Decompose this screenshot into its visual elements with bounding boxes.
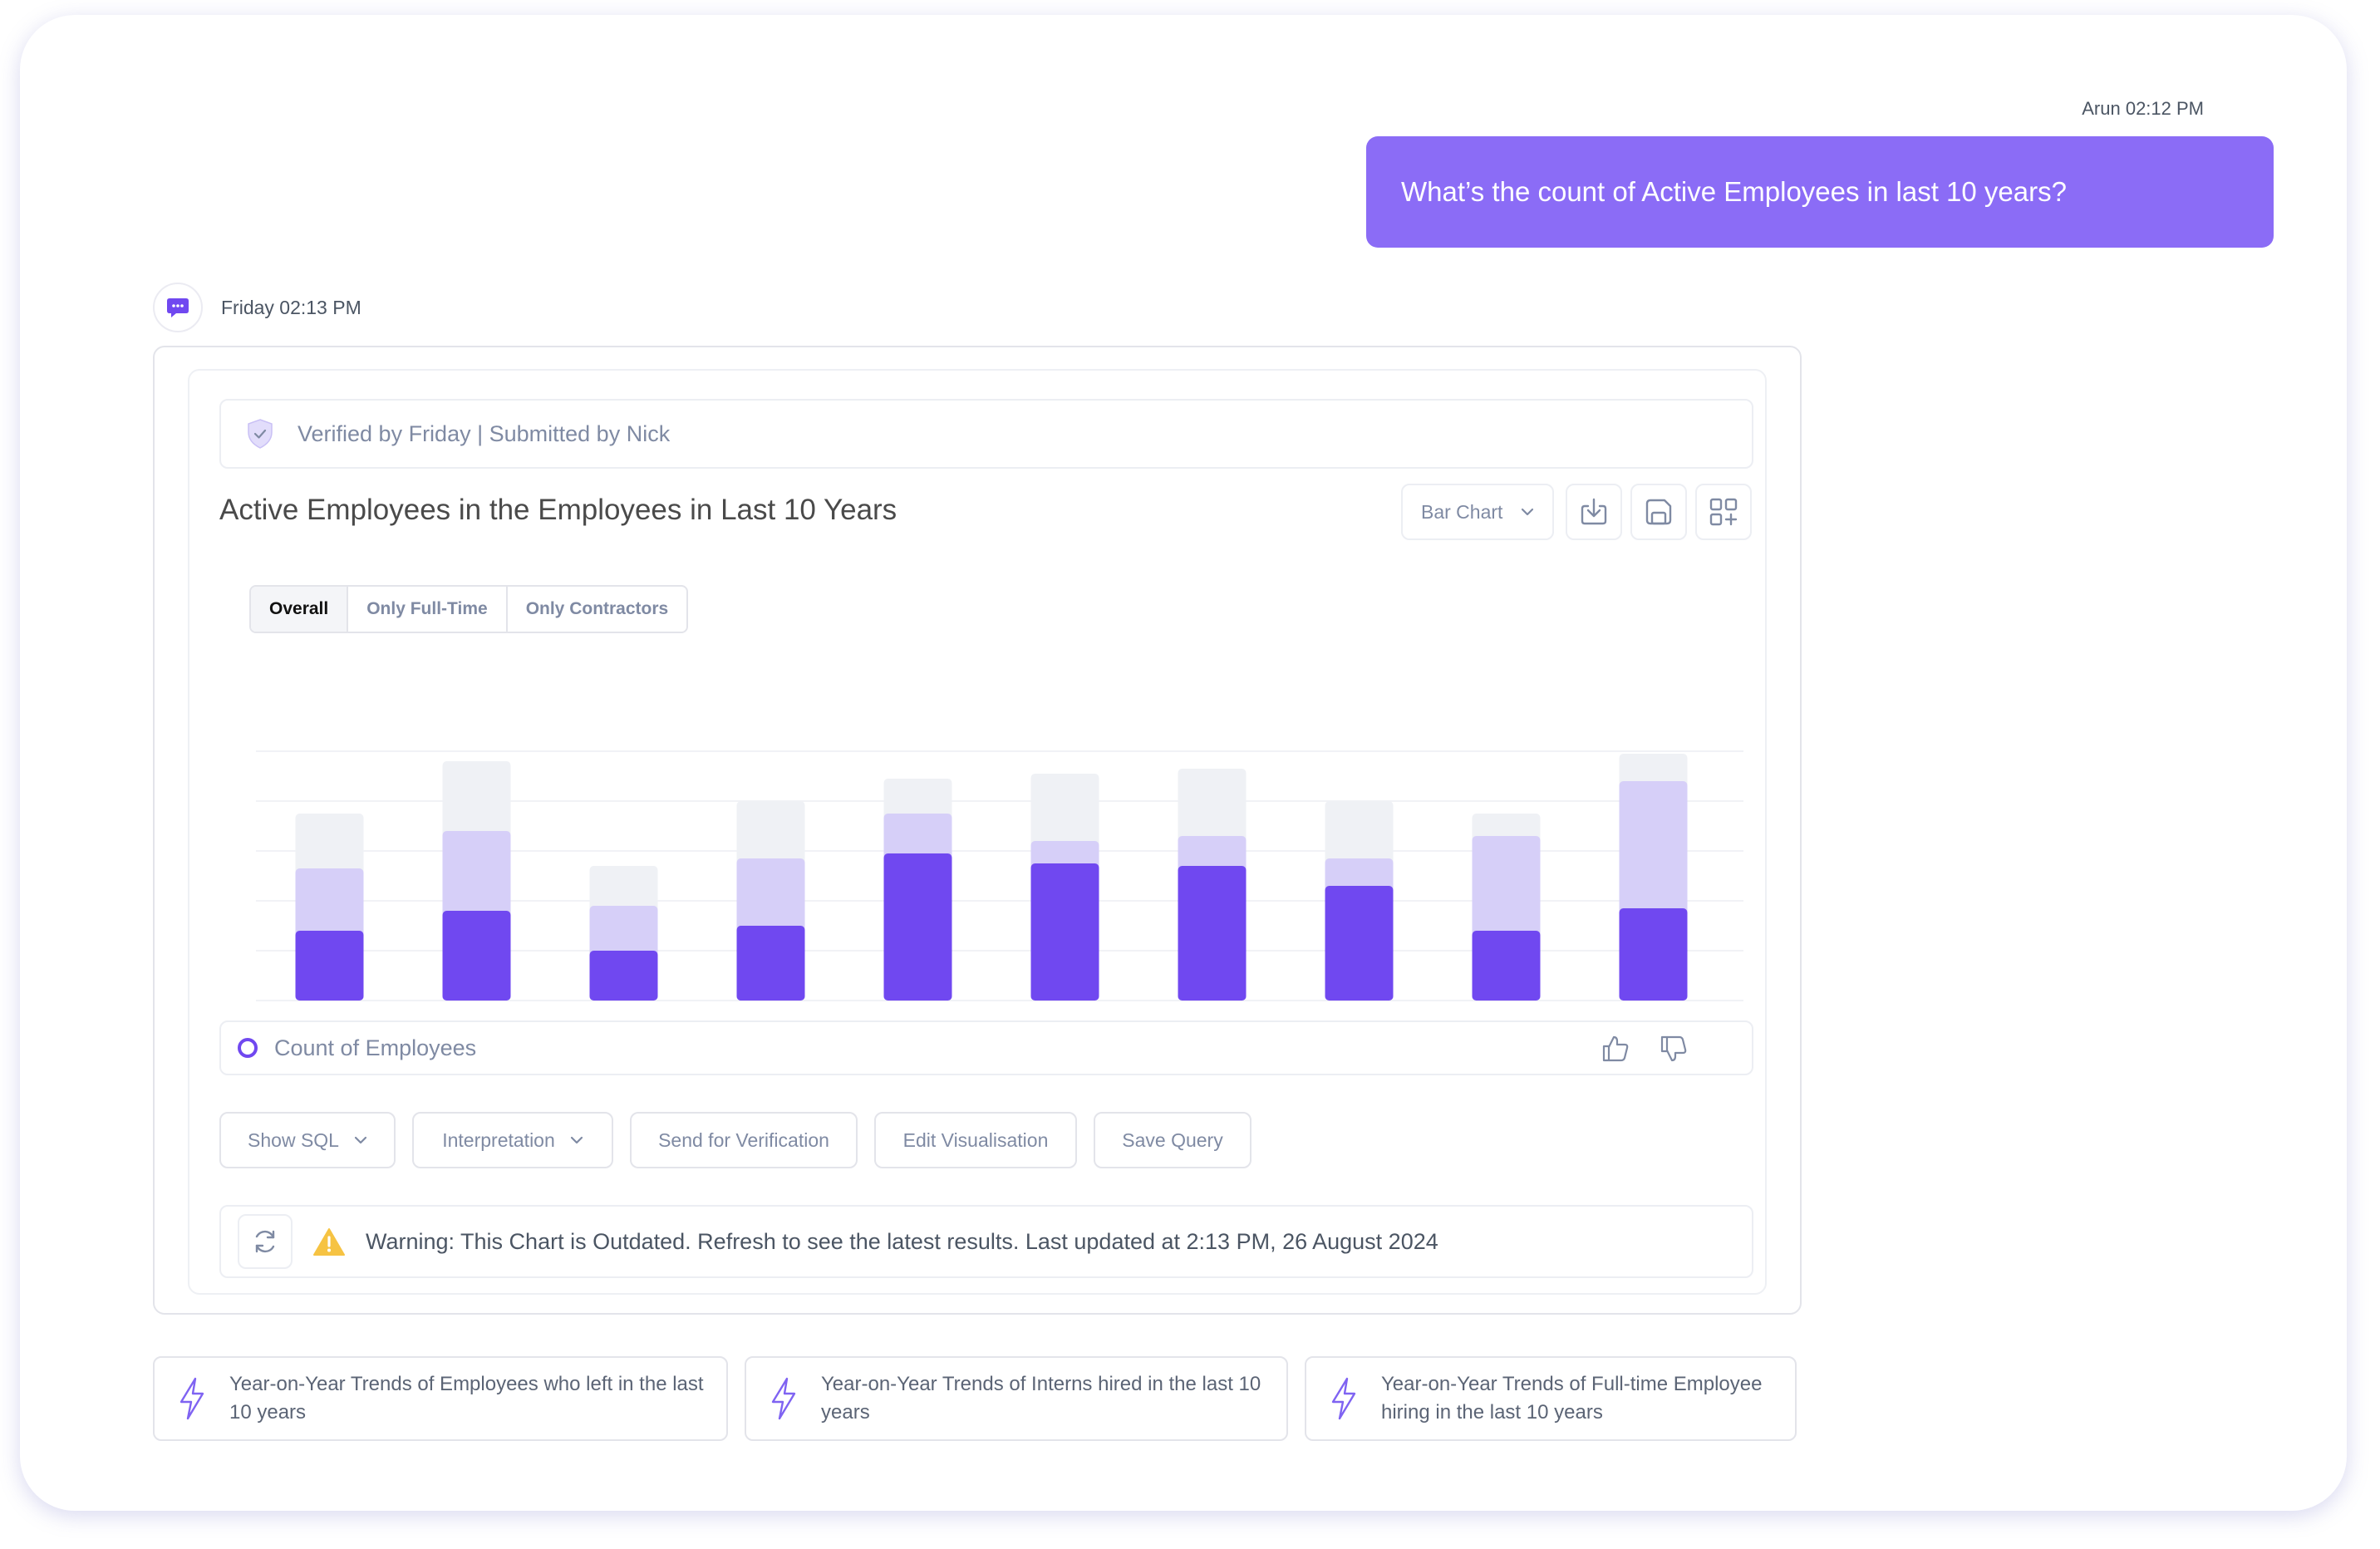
suggestion-text: Year-on-Year Trends of Interns hired in … <box>821 1373 1261 1424</box>
filter-tabs: Overall Only Full-Time Only Contractors <box>249 585 689 633</box>
chevron-down-icon <box>354 1136 367 1144</box>
chat-bubble-icon <box>165 295 190 320</box>
refresh-icon <box>251 1227 279 1256</box>
suggestion-text: Year-on-Year Trends of Full-time Employe… <box>1381 1373 1763 1424</box>
shield-check-icon <box>246 418 274 450</box>
bar-chart: 2014201520162017201820192020202120222023 <box>256 750 1743 1001</box>
action-bar: Show SQL Interpretation Send for Verific… <box>219 1112 1268 1168</box>
lightning-icon <box>155 1377 229 1420</box>
show-sql-button[interactable]: Show SQL <box>219 1112 396 1168</box>
user-message-bubble: What’s the count of Active Employees in … <box>1366 136 2274 248</box>
verified-text: Verified by Friday | Submitted by Nick <box>298 420 671 446</box>
bar-series-1-2018 <box>883 853 952 1001</box>
tab-overall[interactable]: Overall <box>251 587 349 632</box>
bar-series-1-2020 <box>1178 866 1247 1001</box>
suggestion-card[interactable]: Year-on-Year Trends of Employees who lef… <box>153 1356 728 1441</box>
chart-type-label: Bar Chart <box>1421 500 1503 523</box>
interpretation-button[interactable]: Interpretation <box>412 1112 613 1168</box>
bot-avatar <box>153 283 203 332</box>
lightning-icon <box>1306 1377 1381 1420</box>
legend-row: Count of Employees <box>219 1020 1753 1075</box>
tab-only-contractors[interactable]: Only Contractors <box>525 599 669 618</box>
lightning-icon <box>746 1377 821 1420</box>
bar-series-1-2016 <box>589 951 658 1001</box>
add-to-dashboard-icon <box>1708 496 1739 528</box>
answer-card: Verified by Friday | Submitted by Nick A… <box>153 346 1802 1315</box>
interpretation-label: Interpretation <box>442 1129 555 1151</box>
refresh-button[interactable] <box>238 1214 293 1269</box>
save-query-button[interactable]: Save Query <box>1094 1112 1251 1168</box>
bot-message-header: Friday 02:13 PM <box>153 283 361 332</box>
chart-title: Active Employees in the Employees in Las… <box>219 494 897 526</box>
verified-banner: Verified by Friday | Submitted by Nick <box>219 399 1753 469</box>
bar-series-1-2014 <box>295 931 364 1001</box>
outdated-warning: Warning: This Chart is Outdated. Refresh… <box>219 1205 1753 1278</box>
user-message-meta: Arun 02:12 PM <box>2082 98 2204 119</box>
save-icon <box>1644 497 1674 527</box>
add-to-dashboard-button[interactable] <box>1695 484 1752 540</box>
warning-icon <box>312 1227 346 1256</box>
send-for-verification-button[interactable]: Send for Verification <box>630 1112 858 1168</box>
show-sql-label: Show SQL <box>248 1129 339 1151</box>
bar-series-1-2015 <box>442 911 511 1001</box>
chat-window: Arun 02:12 PM What’s the count of Active… <box>20 15 2347 1511</box>
save-button[interactable] <box>1630 484 1687 540</box>
warning-text: Warning: This Chart is Outdated. Refresh… <box>366 1228 1438 1254</box>
chart-card: Verified by Friday | Submitted by Nick A… <box>188 369 1767 1295</box>
chevron-down-icon <box>570 1136 583 1144</box>
suggestion-card[interactable]: Year-on-Year Trends of Interns hired in … <box>745 1356 1288 1441</box>
legend-label: Count of Employees <box>274 1035 477 1060</box>
bar-series-1-2023 <box>1619 908 1688 1001</box>
legend-marker <box>238 1038 258 1058</box>
bar-series-1-2022 <box>1472 931 1541 1001</box>
thumbs-down-icon[interactable] <box>1659 1034 1689 1064</box>
bar-series-1-2017 <box>736 926 805 1001</box>
chart-type-select[interactable]: Bar Chart <box>1401 484 1554 540</box>
suggestion-card[interactable]: Year-on-Year Trends of Full-time Employe… <box>1305 1356 1797 1441</box>
download-icon <box>1578 496 1610 528</box>
chevron-down-icon <box>1521 508 1534 516</box>
edit-visualisation-button[interactable]: Edit Visualisation <box>874 1112 1077 1168</box>
bot-message-meta: Friday 02:13 PM <box>221 296 361 318</box>
suggestion-text: Year-on-Year Trends of Employees who lef… <box>229 1373 704 1424</box>
bar-series-1-2019 <box>1030 863 1099 1001</box>
download-button[interactable] <box>1566 484 1622 540</box>
thumbs-up-icon[interactable] <box>1601 1034 1630 1064</box>
tab-only-full-time[interactable]: Only Full-Time <box>348 587 508 632</box>
bar-series-1-2021 <box>1325 886 1394 1001</box>
